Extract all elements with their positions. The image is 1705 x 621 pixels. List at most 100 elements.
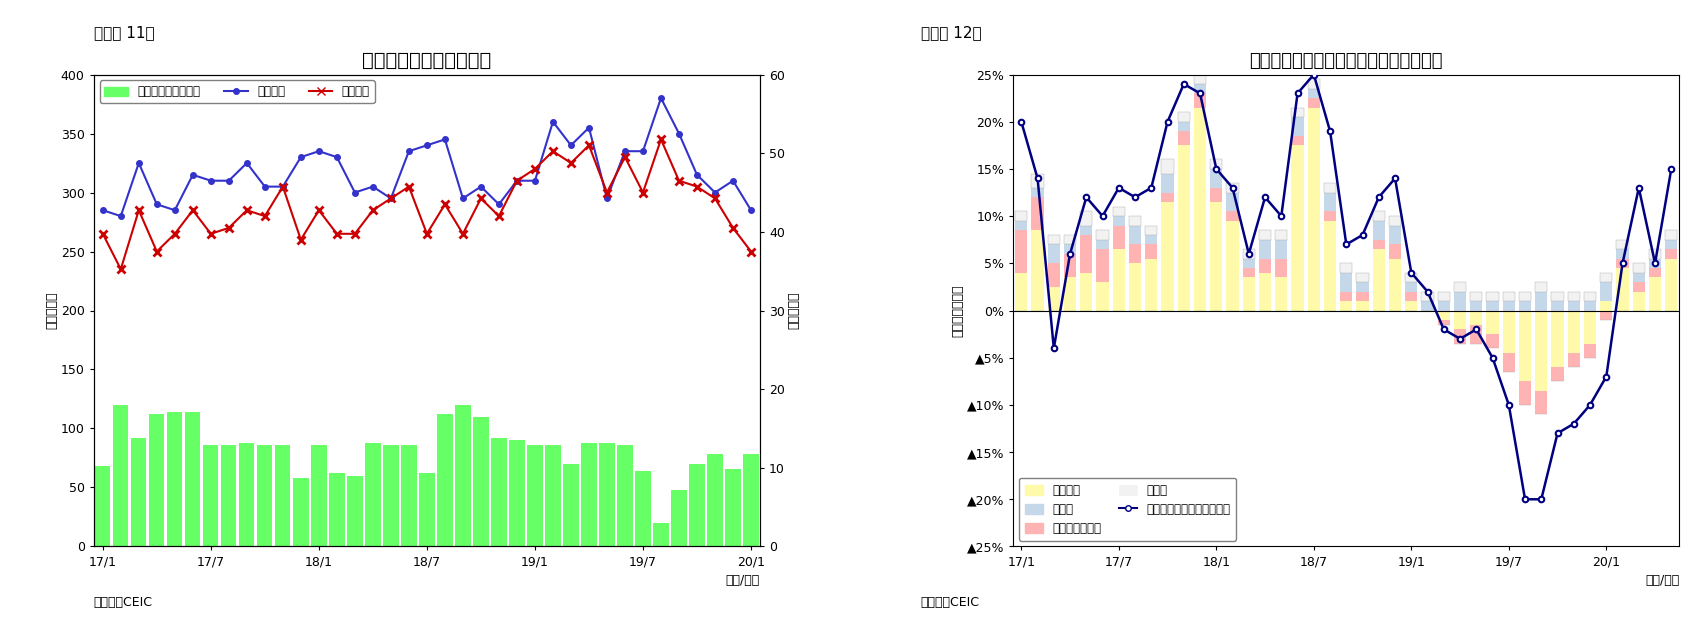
X-axis label: （年/月）: （年/月） (1645, 574, 1679, 587)
Bar (1422, 301, 1434, 310)
Bar (1081, 225, 1093, 235)
Bar (1437, 292, 1449, 301)
Bar (1081, 273, 1093, 310)
Bar (708, 455, 723, 546)
Bar (1014, 221, 1028, 230)
Bar (1275, 230, 1287, 240)
Bar (1243, 249, 1255, 258)
Bar (1616, 258, 1628, 268)
Bar (1616, 240, 1628, 249)
Bar (1584, 301, 1596, 310)
Bar (1584, 343, 1596, 358)
Bar (1308, 79, 1320, 89)
Bar (598, 443, 614, 546)
Bar (1047, 287, 1061, 310)
Bar (1226, 211, 1238, 221)
Bar (1081, 211, 1093, 225)
Bar (1047, 245, 1061, 263)
Bar (1178, 131, 1190, 145)
Bar (1325, 221, 1337, 310)
Bar (1519, 310, 1531, 381)
Bar (419, 473, 435, 546)
Bar (1487, 292, 1499, 301)
Bar (1308, 89, 1320, 98)
Bar (1649, 258, 1661, 268)
Bar (1211, 160, 1222, 169)
Y-axis label: （億ドル）: （億ドル） (788, 292, 801, 329)
Bar (1454, 310, 1466, 329)
Bar (1390, 245, 1402, 258)
Bar (1113, 225, 1125, 249)
Legend: 電子製品, 医薬品, その他化学製品, その他, 非石油輸出（再輸出除く）: 電子製品, 医薬品, その他化学製品, その他, 非石油輸出（再輸出除く） (1020, 478, 1236, 540)
Bar (1470, 325, 1482, 343)
Bar (329, 473, 344, 546)
Bar (1534, 391, 1548, 414)
Bar (1161, 160, 1173, 174)
Bar (1584, 292, 1596, 301)
Bar (1081, 235, 1093, 273)
Y-axis label: （前年同期比）: （前年同期比） (951, 284, 963, 337)
Bar (1437, 301, 1449, 310)
Bar (1390, 225, 1402, 245)
Bar (1161, 174, 1173, 193)
Bar (1470, 301, 1482, 310)
Bar (167, 412, 182, 546)
Bar (1291, 136, 1304, 145)
Bar (293, 478, 309, 546)
Bar (1340, 263, 1352, 273)
Bar (1178, 122, 1190, 131)
Bar (1601, 310, 1613, 320)
Bar (1211, 169, 1222, 188)
Bar (1178, 112, 1190, 122)
Bar (1552, 367, 1563, 381)
Bar (1064, 278, 1076, 310)
Bar (348, 476, 363, 546)
Bar (1064, 245, 1076, 254)
Bar (1014, 273, 1028, 310)
Bar (1308, 107, 1320, 310)
Text: （図表 12）: （図表 12） (921, 25, 982, 40)
Bar (1357, 301, 1369, 310)
Bar (1357, 273, 1369, 282)
Bar (725, 469, 740, 546)
Bar (1113, 216, 1125, 225)
Bar (1146, 258, 1158, 310)
Bar (1340, 292, 1352, 301)
Bar (689, 464, 704, 546)
Bar (1340, 273, 1352, 292)
Title: シンガポール　輸出の伸び率（品目別）: シンガポール 輸出の伸び率（品目別） (1250, 52, 1442, 70)
Bar (1454, 329, 1466, 343)
Bar (1470, 310, 1482, 325)
Bar (1502, 292, 1516, 301)
Bar (1601, 301, 1613, 310)
Bar (1454, 292, 1466, 310)
Bar (1373, 249, 1384, 310)
Bar (1325, 183, 1337, 193)
Bar (546, 445, 561, 546)
Bar (1064, 254, 1076, 278)
Bar (131, 438, 147, 546)
Bar (563, 464, 578, 546)
Bar (148, 414, 164, 546)
Bar (672, 490, 687, 546)
Bar (186, 412, 201, 546)
Bar (527, 445, 542, 546)
Bar (1552, 310, 1563, 367)
Bar (1616, 249, 1628, 258)
Bar (1325, 211, 1337, 221)
Bar (1291, 117, 1304, 136)
Bar (1146, 245, 1158, 258)
Bar (1047, 263, 1061, 287)
Bar (491, 438, 506, 546)
Bar (1129, 225, 1141, 245)
Bar (1519, 292, 1531, 301)
Bar (1567, 292, 1581, 301)
Bar (1373, 240, 1384, 249)
Bar (1113, 207, 1125, 216)
Bar (1601, 273, 1613, 282)
Bar (1552, 292, 1563, 301)
Bar (1032, 188, 1043, 197)
Bar (1032, 197, 1043, 230)
Bar (1226, 193, 1238, 211)
Bar (1032, 174, 1043, 188)
